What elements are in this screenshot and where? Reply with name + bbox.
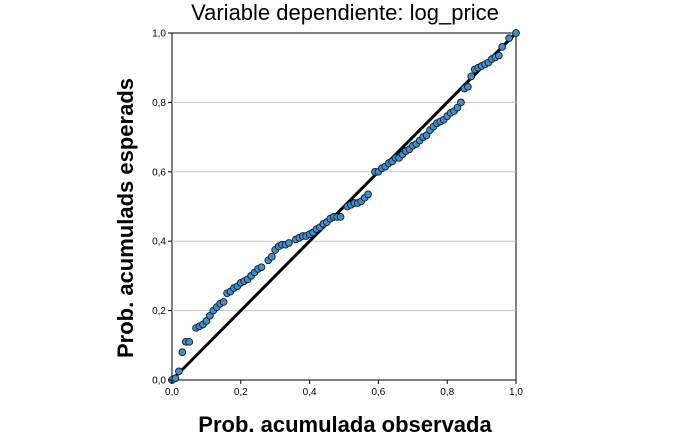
y-tick-label: 0,2 <box>152 306 166 317</box>
data-point <box>178 348 187 357</box>
x-tick-label: 0,8 <box>440 387 454 398</box>
y-tick-label: 0,4 <box>152 237 166 248</box>
y-tick-label: 0,6 <box>152 167 166 178</box>
chart-title: Variable dependiente: log_price <box>191 0 499 25</box>
y-axis-ticks: 0,0 0,2 0,4 0,6 0,8 1,0 <box>152 29 172 387</box>
data-point <box>505 34 513 43</box>
data-point <box>453 103 462 112</box>
y-tick-label: 1,0 <box>152 29 166 40</box>
data-point <box>457 98 465 107</box>
x-tick-label: 0,2 <box>234 387 248 398</box>
x-tick-label: 0,4 <box>303 387 317 398</box>
x-tick-label: 0,6 <box>371 387 385 398</box>
data-point <box>175 367 183 376</box>
data-point <box>498 43 507 51</box>
y-axis-label: Prob. acumulads esperads <box>113 78 138 358</box>
data-point <box>267 252 276 261</box>
data-point <box>467 72 476 81</box>
data-point <box>185 337 194 346</box>
y-tick-label: 0,8 <box>152 98 166 109</box>
data-point <box>463 82 472 91</box>
x-tick-label: 1,0 <box>509 387 523 398</box>
x-axis-ticks: 0,0 0,2 0,4 0,6 0,8 1,0 <box>165 380 523 398</box>
data-point <box>494 51 503 60</box>
grid-lines <box>172 101 516 312</box>
data-point <box>171 374 180 383</box>
y-tick-label: 0,0 <box>152 376 166 387</box>
data-point <box>219 298 228 306</box>
data-point <box>205 311 214 320</box>
x-tick-label: 0,0 <box>165 387 179 398</box>
data-points <box>168 29 520 384</box>
data-point <box>202 317 211 325</box>
data-point <box>257 263 266 272</box>
data-point <box>422 131 431 140</box>
data-point <box>364 190 372 199</box>
data-point <box>512 29 520 37</box>
data-point <box>336 213 345 221</box>
x-axis-label: Prob. acumulada observada <box>198 412 492 437</box>
data-point <box>285 239 293 247</box>
